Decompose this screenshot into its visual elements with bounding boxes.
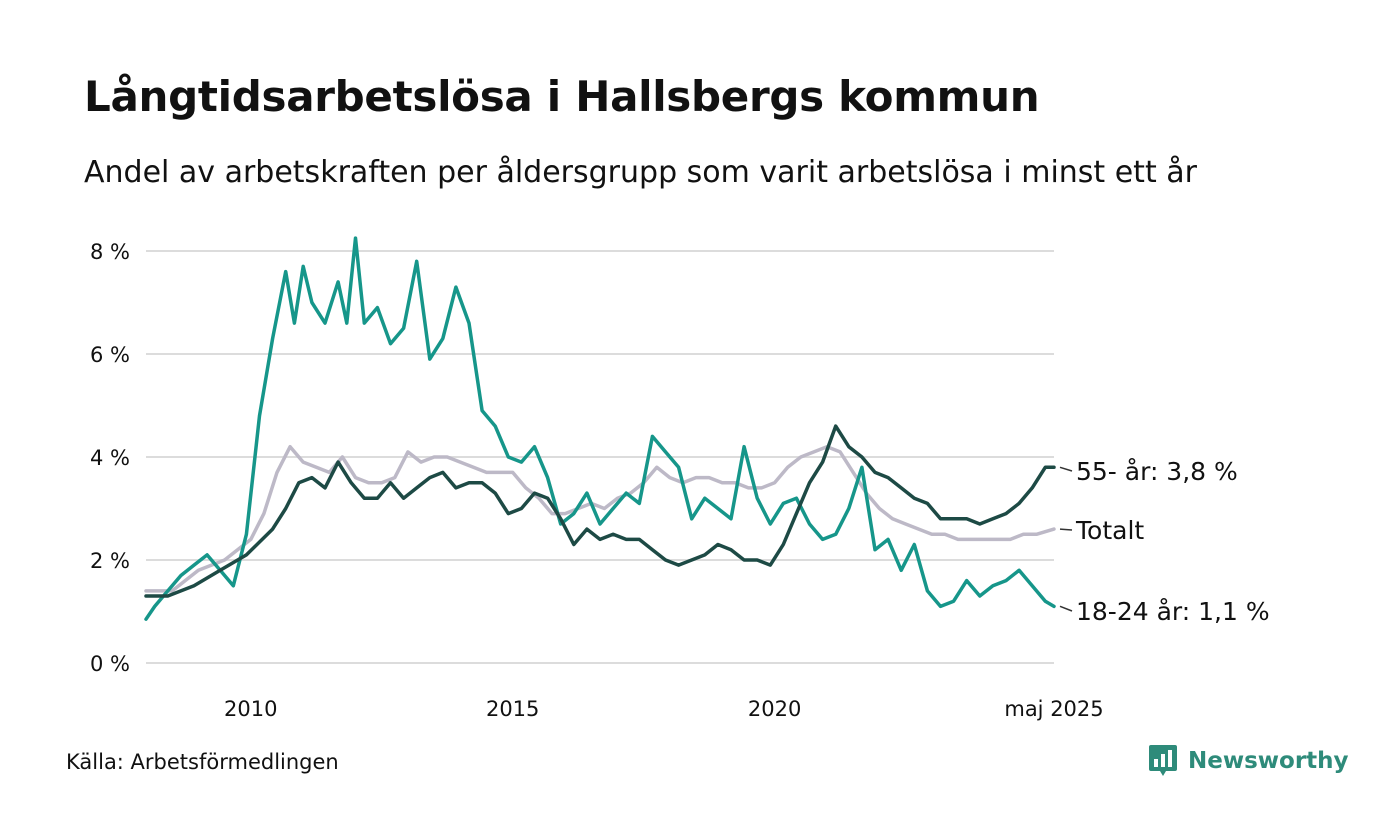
end-label-connector: [1059, 605, 1073, 612]
x-axis-ticks: 2010 2015 2020 maj 2025: [224, 697, 1104, 721]
line-chart: 0 % 2 % 4 % 6 % 8 % 2010 2015 2020 maj 2025 Tot…: [90, 236, 1270, 721]
series-lines: [144, 236, 1056, 621]
x-tick-label: 2010: [224, 697, 277, 721]
series-line: [144, 444, 1056, 593]
gridlines: [146, 250, 1054, 664]
x-tick-label: 2015: [486, 697, 539, 721]
newsworthy-logo-icon: [1149, 745, 1177, 776]
end-label-connector: [1059, 528, 1073, 531]
brand-logo: Newsworthy: [1148, 744, 1349, 778]
series-end-label: 18-24 år: 1,1 %: [1076, 597, 1270, 626]
series-end-label: 55- år: 3,8 %: [1076, 457, 1238, 486]
series-line: [144, 424, 1056, 598]
y-tick-label: 2 %: [90, 549, 130, 573]
page-subtitle: Andel av arbetskraften per åldersgrupp s…: [84, 155, 1197, 190]
series-end-label: Totalt: [1075, 516, 1144, 545]
series-line: [144, 236, 1056, 621]
end-labels: Totalt 18-24 år: 1,1 % 55- år: 3,8 %: [1059, 457, 1270, 626]
page-title: Långtidsarbetslösa i Hallsbergs kommun: [84, 72, 1040, 121]
y-tick-label: 8 %: [90, 240, 130, 264]
y-tick-label: 0 %: [90, 652, 130, 676]
source-note: Källa: Arbetsförmedlingen: [66, 750, 339, 774]
y-axis-ticks: 0 % 2 % 4 % 6 % 8 %: [90, 240, 130, 676]
y-tick-label: 6 %: [90, 343, 130, 367]
y-tick-label: 4 %: [90, 446, 130, 470]
end-label-connector: [1059, 466, 1073, 472]
x-tick-label: 2020: [748, 697, 801, 721]
x-tick-label: maj 2025: [1004, 697, 1103, 721]
brand-name: Newsworthy: [1188, 748, 1349, 774]
